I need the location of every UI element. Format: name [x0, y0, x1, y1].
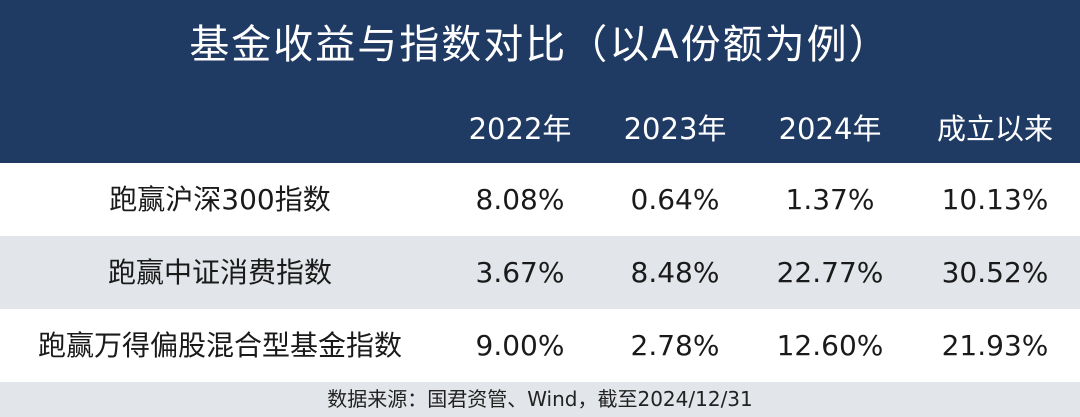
column-header-2022: 2022年: [468, 112, 572, 146]
column-header-row: 2022年 2023年 2024年 成立以来: [0, 98, 1080, 160]
table-cell: 21.93%: [941, 329, 1049, 362]
table-cell: 30.52%: [941, 256, 1049, 289]
table-row: 跑赢万得偏股混合型基金指数 9.00% 2.78% 12.60% 21.93%: [0, 309, 1080, 382]
table-cell: 22.77%: [776, 256, 884, 289]
row-label: 跑赢沪深300指数: [109, 183, 331, 216]
table-cell: 1.37%: [785, 183, 875, 216]
table-cell: 2.78%: [630, 329, 720, 362]
table-row: 跑赢中证消费指数 3.67% 8.48% 22.77% 30.52%: [0, 236, 1080, 309]
column-header-2023: 2023年: [623, 112, 727, 146]
table-cell: 12.60%: [776, 329, 884, 362]
table-cell: 8.08%: [475, 183, 565, 216]
row-label: 跑赢中证消费指数: [107, 256, 332, 289]
table-cell: 0.64%: [630, 183, 720, 216]
table-cell: 3.67%: [475, 256, 565, 289]
table-cell: 10.13%: [941, 183, 1049, 216]
table-cell: 8.48%: [630, 256, 720, 289]
column-header-2024: 2024年: [778, 112, 882, 146]
table-header: 基金收益与指数对比（以A份额为例） 2022年 2023年 2024年 成立以来: [0, 0, 1080, 163]
table-row: 跑赢沪深300指数 8.08% 0.64% 1.37% 10.13%: [0, 163, 1080, 236]
page-title: 基金收益与指数对比（以A份额为例）: [189, 22, 891, 68]
table-cell: 9.00%: [475, 329, 565, 362]
row-label: 跑赢万得偏股混合型基金指数: [37, 329, 402, 362]
data-source-note: 数据来源：国君资管、Wind，截至2024/12/31: [0, 382, 1080, 417]
column-header-since-inception: 成立以来: [936, 112, 1053, 146]
